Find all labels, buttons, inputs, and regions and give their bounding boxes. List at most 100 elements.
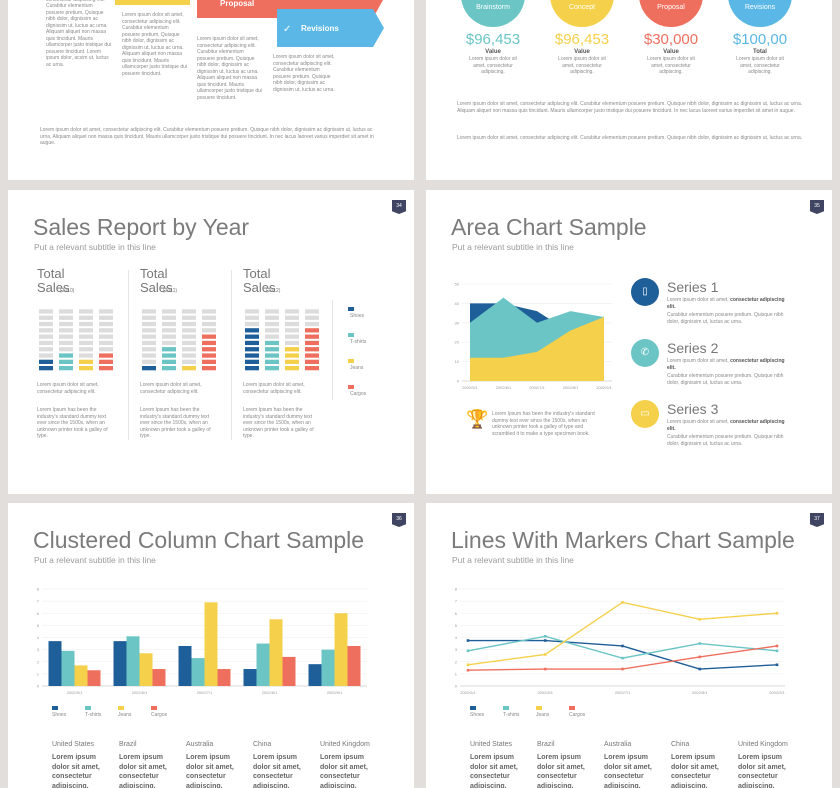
y-tick-label: 7 <box>37 599 40 604</box>
column-year: (2011) <box>163 288 178 294</box>
series-icon: ✆ <box>631 339 659 367</box>
block <box>39 334 53 339</box>
country-name: China <box>253 741 272 748</box>
legend-swatch <box>348 359 354 363</box>
block-filled <box>162 366 176 371</box>
value-caption: Value <box>485 49 501 55</box>
arrow <box>277 9 384 47</box>
series-text: Lorem ipsum dolor sit amet, consectetur … <box>667 358 787 371</box>
block <box>202 328 216 333</box>
country-text: Lorem ipsum dolor sit amet, consectetur … <box>186 754 234 788</box>
country-text: Lorem ipsum dolor sit amet, consectetur … <box>738 754 786 788</box>
column-year: (2010) <box>60 288 75 294</box>
block-filled <box>245 359 259 364</box>
paragraph: Lorem ipsum dolor sit amet, consectetur … <box>558 56 606 75</box>
y-tick-label: 2 <box>37 659 40 664</box>
series-icon: ▯ <box>631 278 659 306</box>
bold: consectetur adipiscing elit. <box>667 297 785 310</box>
marker <box>466 668 470 672</box>
y-tick-label: 8 <box>37 587 40 592</box>
page-number: 36 <box>392 513 406 527</box>
bar <box>334 613 348 686</box>
block-filled <box>285 366 299 371</box>
marker <box>775 663 779 667</box>
block <box>79 309 93 314</box>
paragraph: Lorem Ipsum has been the industry's stan… <box>243 407 314 439</box>
marker <box>621 644 624 648</box>
block-filled <box>202 366 216 371</box>
block-filled <box>59 366 73 371</box>
country-text: Lorem ipsum dolor sit amet, consectetur … <box>470 754 518 788</box>
slide-title: Area Chart Sample <box>451 214 647 240</box>
block-filled <box>245 328 259 333</box>
block-filled <box>305 334 319 339</box>
lead: Lorem ipsum dolor sit amet, <box>667 297 731 303</box>
marker <box>543 653 547 656</box>
block <box>79 353 93 358</box>
country-name: Brazil <box>537 741 555 748</box>
block-filled <box>202 347 216 352</box>
block <box>59 334 73 339</box>
marker <box>621 601 624 604</box>
block <box>99 309 113 314</box>
block <box>39 328 53 333</box>
country-name: United Kingdom <box>320 741 370 748</box>
block <box>99 334 113 339</box>
legend-swatch <box>348 385 354 389</box>
block <box>182 359 196 364</box>
block <box>182 315 196 320</box>
slide: 35 Area Chart Sample Put a relevant subtit… <box>426 190 832 494</box>
paragraph: Lorem ipsum dolor sit amet, consectetur … <box>273 54 335 93</box>
block <box>99 347 113 352</box>
block-filled <box>59 353 73 358</box>
y-tick-label: 8 <box>455 587 458 592</box>
x-tick-label: 2002/7/1 <box>615 690 631 695</box>
paragraph: Lorem ipsum dolor sit amet, consectetur … <box>457 135 803 141</box>
country-text: Lorem ipsum dolor sit amet, consectetur … <box>52 754 100 788</box>
paragraph: Lorem Ipsum has been the industry's stan… <box>140 407 211 439</box>
block-filled <box>265 359 279 364</box>
bar <box>282 656 296 686</box>
country-text: Lorem ipsum dolor sit amet, consectetur … <box>671 754 719 788</box>
slide-subtitle: Put a relevant subtitle in this line <box>452 555 574 565</box>
y-tick-label: 0 <box>457 379 460 384</box>
slide-subtitle: Put a relevant subtitle in this line <box>34 242 156 252</box>
block-grid <box>245 309 319 371</box>
paragraph: Lorem ipsum dolor sit amet, consectetur … <box>46 0 112 68</box>
x-tick-label: 2002/5/1 <box>67 690 83 695</box>
block <box>79 340 93 346</box>
block <box>265 328 279 333</box>
block <box>162 315 176 320</box>
chart: 0 1 2 3 4 5 6 7 8 2002/5/1 2002/6/1 2002/7/1 2002/8/… <box>455 587 786 696</box>
block-filled <box>162 359 176 364</box>
country-name: China <box>671 741 690 748</box>
block <box>162 321 176 327</box>
marker <box>775 611 779 615</box>
y-tick-label: 50 <box>455 282 460 287</box>
bar <box>347 645 361 686</box>
block <box>182 321 196 327</box>
series-name: Series 3 <box>667 401 719 417</box>
value: $96,453 <box>555 31 609 48</box>
value: $30,000 <box>644 31 698 48</box>
block <box>182 334 196 339</box>
block-filled <box>305 353 319 358</box>
lead: Lorem ipsum dolor sit amet, <box>667 419 731 425</box>
page-number: 37 <box>810 513 824 527</box>
block-filled <box>182 366 196 371</box>
bold: consectetur adipiscing elit. <box>667 419 785 432</box>
marker <box>466 663 470 667</box>
legend-label: T-shirts <box>350 339 367 345</box>
block <box>305 315 319 320</box>
legend-label: Jeans <box>118 712 132 718</box>
x-tick-label: 2002/6/1 <box>132 690 148 695</box>
block-filled <box>245 347 259 352</box>
paragraph: Curabitur elementum posuere pretium. Qui… <box>667 373 784 386</box>
legend-swatch <box>503 706 509 710</box>
x-tick-label: 2002/6/1 <box>496 385 512 390</box>
page-number: 34 <box>392 200 406 214</box>
block-filled <box>202 334 216 339</box>
bar <box>204 602 218 686</box>
bold: consectetur adipiscing elit. <box>667 358 785 371</box>
legend-swatch <box>536 706 542 710</box>
